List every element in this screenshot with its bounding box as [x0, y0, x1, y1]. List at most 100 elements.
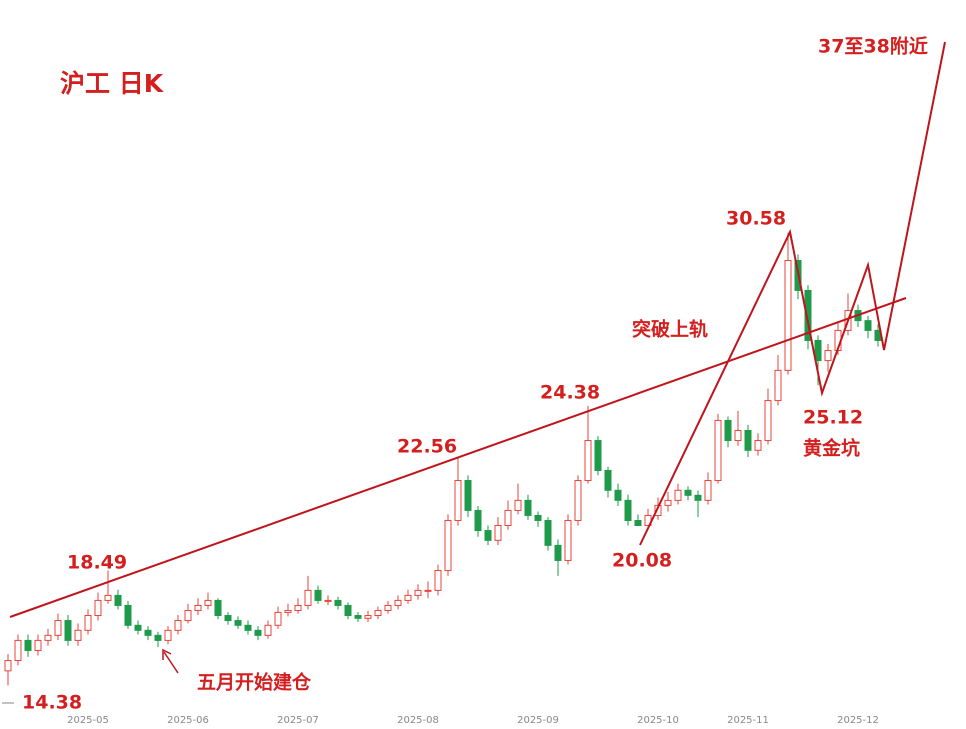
annotation: 20.08: [612, 550, 672, 572]
annotation: 14.38: [22, 692, 82, 714]
candle-body: [704, 480, 712, 501]
annotation: 五月开始建仓: [197, 671, 312, 694]
candle-body: [624, 499, 632, 521]
candle-body: [444, 519, 452, 572]
candle-body: [134, 624, 142, 631]
candle-body: [214, 599, 222, 617]
candle-body: [824, 350, 832, 362]
candle-body: [674, 489, 682, 501]
candle-body: [344, 604, 352, 617]
candle-body: [94, 599, 102, 617]
candle-body: [54, 620, 62, 636]
candle-body: [744, 429, 752, 451]
chart-title: 沪工 日K: [60, 69, 165, 98]
candle-body: [424, 589, 432, 592]
candle-body: [114, 594, 122, 606]
candle-body: [614, 489, 622, 501]
candle-body: [574, 480, 582, 521]
candle-body: [204, 599, 212, 606]
candle-body: [374, 609, 382, 617]
candle-body: [524, 499, 532, 516]
annotation: 黄金坑: [803, 437, 860, 460]
candle-body: [254, 629, 262, 636]
candle-body: [764, 400, 772, 442]
candle-body: [144, 629, 152, 636]
candle-body: [714, 419, 722, 482]
annotation: 突破上轨: [632, 318, 708, 341]
candle-body: [414, 589, 422, 596]
candle-body: [464, 480, 472, 511]
candle-body: [814, 339, 822, 362]
candle-body: [604, 469, 612, 491]
candle-body: [474, 509, 482, 532]
candle-body: [164, 629, 172, 641]
x-tick-label: 2025-12: [837, 715, 879, 726]
candle-body: [74, 629, 82, 641]
annotation: 30.58: [726, 208, 786, 230]
candle-body: [684, 489, 692, 496]
candle-body: [314, 589, 322, 601]
candle-body: [594, 440, 602, 471]
candle-body: [264, 624, 272, 636]
upper-trend-line: [9, 297, 907, 618]
candle-body: [384, 604, 392, 611]
candles: [4, 232, 882, 686]
x-tick-label: 2025-06: [167, 715, 209, 726]
arrow-shaft: [163, 651, 179, 674]
candle-body: [484, 530, 492, 541]
candle-body: [774, 369, 782, 402]
candle-body: [44, 634, 52, 641]
annotation: 25.12: [803, 407, 863, 429]
candle-body: [494, 525, 502, 541]
candle-body: [354, 615, 362, 619]
x-tick-label: 2025-10: [637, 715, 679, 726]
candle-body: [184, 609, 192, 622]
candle-body: [404, 594, 412, 601]
candle-body: [584, 440, 592, 482]
candle-body: [504, 509, 512, 527]
candle-body: [84, 615, 92, 631]
candle-body: [454, 480, 462, 521]
candle-body: [334, 599, 342, 606]
x-tick-label: 2025-07: [277, 715, 319, 726]
candle-body: [14, 639, 22, 662]
candle-body: [224, 615, 232, 622]
candle-body: [64, 620, 72, 641]
candle-body: [34, 639, 42, 651]
candle-body: [434, 570, 442, 591]
candle-body: [234, 620, 242, 626]
candle-body: [174, 620, 182, 631]
arrow-head: [162, 648, 172, 660]
projection-path: [639, 41, 946, 546]
candle-body: [284, 609, 292, 613]
candle-body: [154, 634, 162, 641]
candle-body: [294, 604, 302, 611]
annotation: 18.49: [67, 552, 127, 574]
candle-body: [724, 419, 732, 442]
candle-body: [804, 289, 812, 341]
annotation: 37至38附近: [818, 35, 928, 58]
candle-body: [364, 615, 372, 619]
candle-body: [754, 440, 762, 451]
candle-body: [24, 639, 32, 651]
candle-body: [124, 604, 132, 626]
candle-body: [394, 599, 402, 606]
candle-body: [734, 429, 742, 442]
candle-body: [694, 494, 702, 501]
x-tick-label: 2025-08: [397, 715, 439, 726]
candle-body: [4, 660, 12, 672]
candle-body: [244, 624, 252, 631]
candle-body: [534, 514, 542, 521]
candle-body: [664, 499, 672, 506]
candle-body: [274, 611, 282, 626]
candle-body: [864, 320, 872, 331]
candle-body: [634, 519, 642, 527]
x-tick-label: 2025-11: [727, 715, 769, 726]
candle-body: [554, 544, 562, 561]
x-tick-label: 2025-05: [67, 715, 109, 726]
annotation: 24.38: [540, 382, 600, 404]
candle-body: [104, 594, 112, 601]
candle-body: [514, 499, 522, 511]
